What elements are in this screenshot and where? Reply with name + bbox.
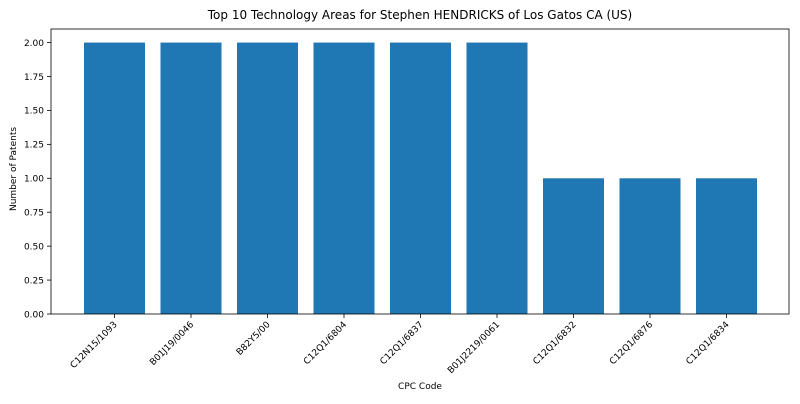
y-tick-label-6: 1.50 (24, 107, 44, 117)
bar-7 (620, 178, 681, 314)
y-tick-label-5: 1.25 (24, 141, 44, 151)
bar-6 (543, 178, 604, 314)
x-tick-label-6: C12Q1/6832 (532, 320, 579, 367)
x-tick-label-1: B01J19/0046 (148, 320, 196, 368)
y-tick-label-7: 1.75 (24, 73, 44, 83)
y-tick-label-2: 0.50 (24, 242, 44, 252)
y-tick-label-3: 0.75 (24, 209, 44, 219)
chart-title: Top 10 Technology Areas for Stephen HEND… (207, 8, 632, 22)
bar-5 (467, 43, 528, 314)
bar-0 (84, 43, 145, 314)
bar-4 (390, 43, 451, 314)
bar-1 (161, 43, 222, 314)
plot-area: 0.00 0.25 0.50 0.75 1.00 1.25 1.50 1.75 2.00 C12N… (24, 29, 789, 376)
y-axis-label: Number of Patents (9, 127, 19, 211)
x-tick-label-8: C12Q1/6834 (685, 320, 732, 367)
bar-3 (314, 43, 375, 314)
bar-8 (696, 178, 757, 314)
x-tick-label-2: B82Y5/00 (235, 320, 273, 358)
y-tick-label-0: 0.00 (24, 310, 44, 320)
x-axis-label: CPC Code (398, 382, 442, 392)
y-tick-label-1: 0.25 (24, 276, 44, 286)
x-tick-label-7: C12Q1/6876 (608, 320, 655, 367)
x-tick-label-0: C12N15/1093 (69, 320, 120, 371)
x-tick-label-3: C12Q1/6804 (302, 320, 349, 367)
y-tick-label-4: 1.00 (24, 175, 44, 185)
x-tick-label-5: B01J2219/0061 (446, 320, 502, 376)
y-tick-label-8: 2.00 (24, 39, 44, 49)
bar-2 (237, 43, 298, 314)
x-tick-label-4: C12Q1/6837 (379, 320, 426, 367)
